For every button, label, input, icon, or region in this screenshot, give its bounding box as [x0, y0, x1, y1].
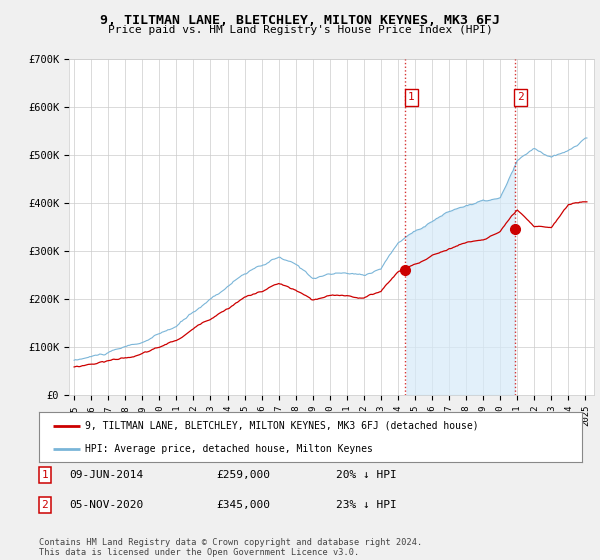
Text: 9, TILTMAN LANE, BLETCHLEY, MILTON KEYNES, MK3 6FJ (detached house): 9, TILTMAN LANE, BLETCHLEY, MILTON KEYNE…	[85, 421, 479, 431]
Text: 23% ↓ HPI: 23% ↓ HPI	[336, 500, 397, 510]
Text: Price paid vs. HM Land Registry's House Price Index (HPI): Price paid vs. HM Land Registry's House …	[107, 25, 493, 35]
Text: 05-NOV-2020: 05-NOV-2020	[69, 500, 143, 510]
Text: Contains HM Land Registry data © Crown copyright and database right 2024.
This d: Contains HM Land Registry data © Crown c…	[39, 538, 422, 557]
Text: £259,000: £259,000	[216, 470, 270, 480]
Text: 2: 2	[517, 92, 524, 102]
Text: 20% ↓ HPI: 20% ↓ HPI	[336, 470, 397, 480]
Text: 9, TILTMAN LANE, BLETCHLEY, MILTON KEYNES, MK3 6FJ: 9, TILTMAN LANE, BLETCHLEY, MILTON KEYNE…	[100, 14, 500, 27]
Text: 1: 1	[41, 470, 49, 480]
Text: £345,000: £345,000	[216, 500, 270, 510]
Text: HPI: Average price, detached house, Milton Keynes: HPI: Average price, detached house, Milt…	[85, 445, 373, 454]
Text: 2: 2	[41, 500, 49, 510]
Text: 1: 1	[408, 92, 415, 102]
Text: 09-JUN-2014: 09-JUN-2014	[69, 470, 143, 480]
